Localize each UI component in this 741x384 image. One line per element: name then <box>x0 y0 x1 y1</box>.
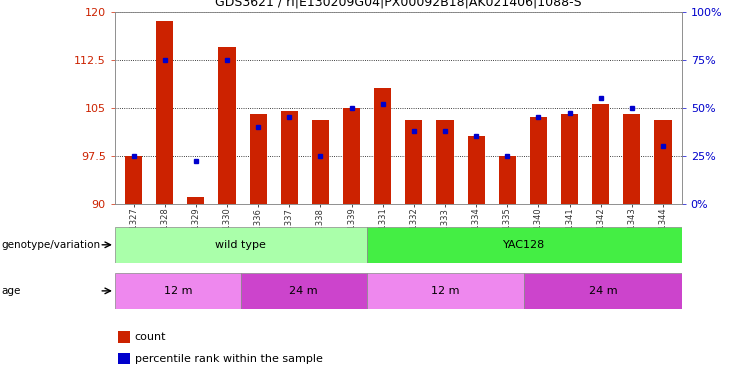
Bar <box>367 273 525 309</box>
Bar <box>187 197 205 204</box>
Bar <box>118 353 130 364</box>
Bar <box>561 114 578 204</box>
Bar <box>592 104 609 204</box>
Text: 24 m: 24 m <box>290 286 318 296</box>
Bar <box>405 120 422 204</box>
Bar <box>343 108 360 204</box>
Bar <box>115 227 367 263</box>
Bar <box>524 273 682 309</box>
Bar <box>530 117 547 204</box>
Title: GDS3621 / ri|E130209G04|PX00092B18|AK021406|1088-S: GDS3621 / ri|E130209G04|PX00092B18|AK021… <box>215 0 582 9</box>
Text: YAC128: YAC128 <box>503 240 545 250</box>
Bar <box>468 136 485 204</box>
Bar <box>623 114 640 204</box>
Text: age: age <box>1 286 21 296</box>
Bar <box>219 47 236 204</box>
Text: wild type: wild type <box>216 240 266 250</box>
Bar <box>499 156 516 204</box>
Text: 12 m: 12 m <box>431 286 459 296</box>
Text: 24 m: 24 m <box>588 286 617 296</box>
Bar <box>374 88 391 204</box>
Text: 12 m: 12 m <box>164 286 192 296</box>
Text: genotype/variation: genotype/variation <box>1 240 101 250</box>
Bar <box>436 120 453 204</box>
Bar <box>250 114 267 204</box>
Bar <box>115 273 241 309</box>
Bar <box>367 227 682 263</box>
Bar <box>241 273 367 309</box>
Text: percentile rank within the sample: percentile rank within the sample <box>135 354 322 364</box>
Bar <box>118 331 130 343</box>
Bar <box>125 156 142 204</box>
Bar <box>156 21 173 204</box>
Bar <box>654 120 671 204</box>
Text: count: count <box>135 331 166 341</box>
Bar <box>312 120 329 204</box>
Bar <box>281 111 298 204</box>
